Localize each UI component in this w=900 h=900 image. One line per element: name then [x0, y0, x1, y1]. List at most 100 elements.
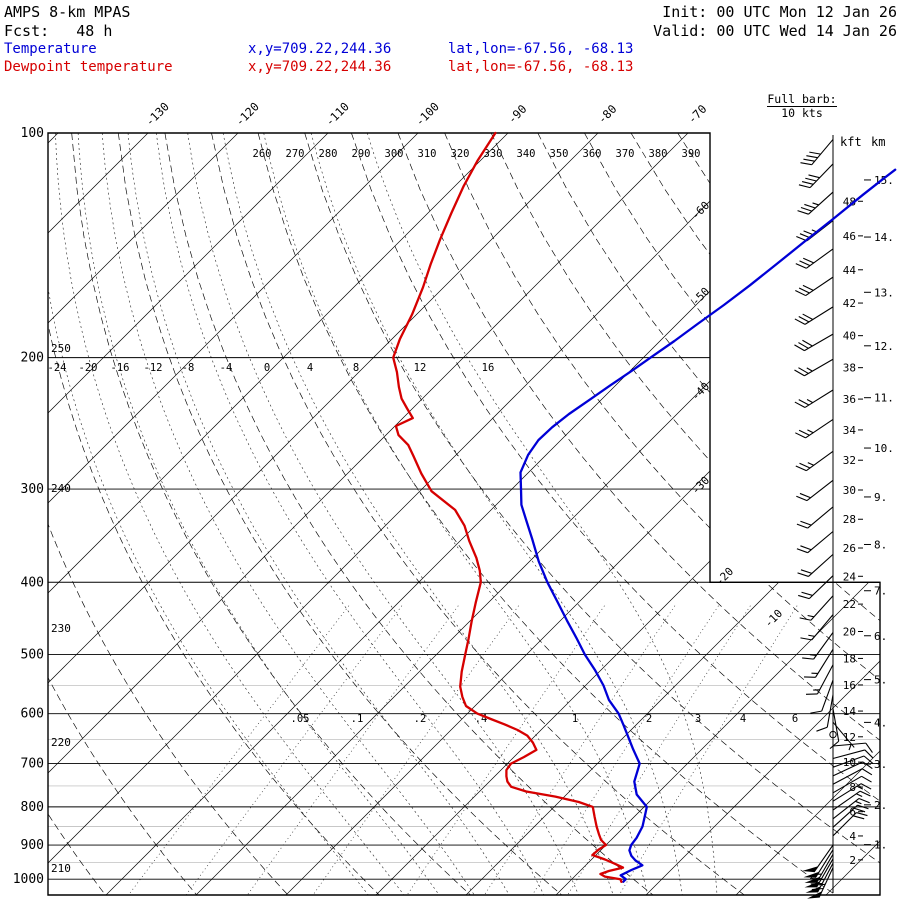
svg-text:4: 4 — [740, 713, 746, 725]
svg-text:12.: 12. — [874, 340, 894, 353]
svg-text:270: 270 — [286, 148, 305, 160]
dry-adiabat-lines — [48, 133, 880, 895]
svg-text:-50: -50 — [689, 285, 712, 308]
svg-text:380: 380 — [649, 148, 668, 160]
svg-text:11.: 11. — [874, 392, 894, 405]
svg-text:300: 300 — [385, 148, 404, 160]
svg-text:330: 330 — [484, 148, 503, 160]
svg-text:16: 16 — [843, 679, 856, 692]
svg-text:18: 18 — [843, 652, 856, 665]
svg-text:1: 1 — [572, 713, 578, 725]
svg-text:-4: -4 — [220, 362, 233, 374]
svg-text:14.: 14. — [874, 231, 894, 244]
svg-text:-12: -12 — [144, 362, 163, 374]
svg-text:500: 500 — [21, 648, 44, 663]
isobar-lines — [48, 132, 880, 880]
svg-text:320: 320 — [451, 148, 470, 160]
svg-text:48: 48 — [843, 195, 856, 208]
mixing-ratio-lines — [128, 605, 798, 895]
barb-legend-value: 10 kts — [781, 106, 823, 120]
svg-text:13.: 13. — [874, 286, 894, 299]
svg-text:390: 390 — [682, 148, 701, 160]
svg-text:360: 360 — [583, 148, 602, 160]
svg-text:350: 350 — [550, 148, 569, 160]
svg-text:-30: -30 — [689, 474, 712, 497]
svg-text:-130: -130 — [142, 99, 172, 129]
legend-dewpoint-xy: x,y=709.22,244.36 — [248, 59, 392, 75]
svg-text:32: 32 — [843, 454, 856, 467]
wind-barb-column — [794, 135, 874, 899]
svg-text:.05: .05 — [291, 713, 310, 725]
svg-text:-24: -24 — [48, 362, 67, 374]
altitude-scale: kft km 1. 2. 3. 4. 5. 6. 7. 8. 9. 10. 11. 12. 13. 14. 15… — [840, 135, 894, 867]
svg-text:100: 100 — [21, 126, 44, 141]
legend-dewpoint-label: Dewpoint temperature — [4, 59, 173, 75]
svg-text:8.: 8. — [874, 538, 887, 551]
svg-text:4: 4 — [849, 830, 856, 843]
svg-text:2: 2 — [646, 713, 652, 725]
svg-text:230: 230 — [51, 622, 71, 635]
svg-text:38: 38 — [843, 362, 856, 375]
svg-text:.2: .2 — [414, 713, 427, 725]
svg-text:260: 260 — [253, 148, 272, 160]
svg-text:220: 220 — [51, 736, 71, 749]
svg-text:210: 210 — [51, 862, 71, 875]
temperature-trace — [519, 168, 897, 883]
svg-text:9.: 9. — [874, 491, 887, 504]
init-time: Init: 00 UTC Mon 12 Jan 26 — [662, 3, 897, 21]
svg-text:3.: 3. — [874, 758, 887, 771]
barb-legend: Full barb: 10 kts — [757, 92, 847, 120]
barb-legend-title: Full barb: — [767, 92, 837, 107]
svg-text:42: 42 — [843, 297, 856, 310]
svg-text:7.: 7. — [874, 585, 887, 598]
valid-time: Valid: 00 UTC Wed 14 Jan 26 — [653, 22, 897, 40]
svg-text:6: 6 — [849, 806, 856, 819]
legend-dewpoint-latlon: lat,lon=-67.56, -68.13 — [448, 59, 634, 75]
svg-text:22: 22 — [843, 598, 856, 611]
svg-text:-100: -100 — [412, 99, 442, 129]
svg-text:.1: .1 — [351, 713, 364, 725]
svg-text:200: 200 — [21, 351, 44, 366]
svg-text:8: 8 — [849, 781, 856, 794]
svg-text:900: 900 — [21, 838, 44, 853]
svg-text:2.: 2. — [874, 799, 887, 812]
svg-text:-16: -16 — [111, 362, 130, 374]
svg-text:2: 2 — [849, 854, 856, 867]
svg-text:46: 46 — [843, 230, 856, 243]
svg-text:1.: 1. — [874, 839, 887, 852]
svg-text:300: 300 — [21, 482, 44, 497]
isotherm-lines — [48, 133, 880, 895]
svg-text:-20: -20 — [713, 565, 736, 588]
svg-text:kft: kft — [840, 135, 862, 149]
forecast-hour: Fcst: 48 h — [4, 22, 113, 40]
svg-text:290: 290 — [352, 148, 371, 160]
svg-text:8: 8 — [353, 362, 359, 374]
svg-text:-70: -70 — [685, 102, 710, 127]
svg-text:3: 3 — [695, 713, 701, 725]
svg-text:-20: -20 — [79, 362, 98, 374]
svg-text:26: 26 — [843, 542, 856, 555]
svg-text:20: 20 — [843, 625, 856, 638]
svg-text:-8: -8 — [182, 362, 195, 374]
svg-text:240: 240 — [51, 482, 71, 495]
svg-text:0: 0 — [264, 362, 270, 374]
plot-frame — [47, 132, 881, 896]
svg-text:-10: -10 — [762, 607, 785, 630]
svg-text:12: 12 — [843, 731, 856, 744]
minor-isobar-lines — [48, 685, 880, 863]
svg-text:310: 310 — [418, 148, 437, 160]
svg-text:34: 34 — [843, 424, 857, 437]
svg-text:12: 12 — [414, 362, 427, 374]
svg-text:-40: -40 — [689, 380, 712, 403]
moist-adiabat-lines — [48, 133, 718, 895]
svg-text:30: 30 — [843, 484, 856, 497]
svg-text:14: 14 — [843, 705, 857, 718]
legend-temperature-latlon: lat,lon=-67.56, -68.13 — [448, 41, 634, 57]
svg-text:-80: -80 — [595, 102, 620, 127]
svg-text:40: 40 — [843, 330, 856, 343]
svg-text:-110: -110 — [322, 99, 352, 129]
svg-text:280: 280 — [319, 148, 338, 160]
